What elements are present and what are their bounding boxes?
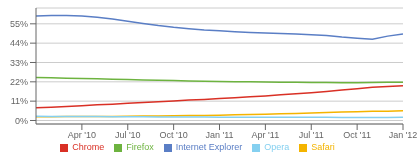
svg-text:22%: 22% xyxy=(10,77,28,87)
svg-text:Jul '10: Jul '10 xyxy=(115,130,141,140)
svg-text:Jan '12: Jan '12 xyxy=(389,130,418,140)
svg-text:Oct '11: Oct '11 xyxy=(343,130,371,140)
svg-text:Jan '11: Jan '11 xyxy=(205,130,233,140)
svg-text:Apr '11: Apr '11 xyxy=(252,130,280,140)
svg-text:44%: 44% xyxy=(10,38,28,48)
svg-text:0%: 0% xyxy=(15,116,28,126)
svg-text:Jul '11: Jul '11 xyxy=(299,130,324,140)
html-text:Internet Explorer: Internet Explorer xyxy=(175,142,243,152)
svg-text:Oct '10: Oct '10 xyxy=(160,130,188,140)
html-text:Opera: Opera xyxy=(264,142,290,152)
svg-text:Apr '10: Apr '10 xyxy=(68,130,96,140)
svg-text:33%: 33% xyxy=(10,58,28,68)
html-text:Chrome: Chrome xyxy=(72,142,105,152)
html-text:Firefox: Firefox xyxy=(126,142,154,152)
svg-text:55%: 55% xyxy=(10,19,28,29)
svg-text:11%: 11% xyxy=(11,96,28,106)
html-text:Safari: Safari xyxy=(311,142,335,152)
